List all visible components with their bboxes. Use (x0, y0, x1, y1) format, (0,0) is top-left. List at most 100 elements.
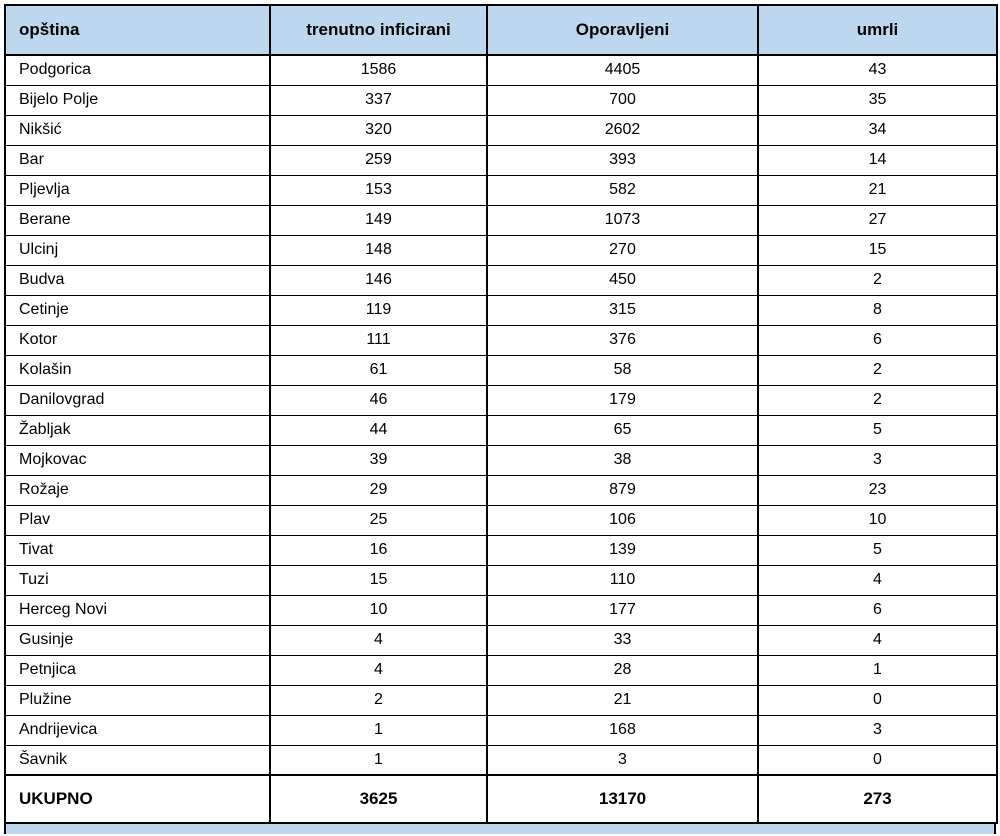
table-row: Bar 259 393 14 (4, 144, 998, 176)
table-body: Podgorica 1586 4405 43 Bijelo Polje 337 700 35 N… (4, 54, 998, 776)
value-cell: 21 (757, 174, 998, 206)
table-footer: UKUPNO 3625 13170 273 (4, 774, 998, 824)
value-cell: 33 (486, 624, 759, 656)
municipality-cell: Nikšić (4, 114, 271, 146)
value-cell: 4 (757, 564, 998, 596)
value-cell: 146 (269, 264, 488, 296)
value-cell: 270 (486, 234, 759, 266)
value-cell: 39 (269, 444, 488, 476)
value-cell: 61 (269, 354, 488, 386)
table-row: Pljevlja 153 582 21 (4, 174, 998, 206)
table-row: Kotor 111 376 6 (4, 324, 998, 356)
municipality-cell: Bijelo Polje (4, 84, 271, 116)
value-cell: 43 (757, 54, 998, 86)
municipality-cell: Cetinje (4, 294, 271, 326)
table-row: Herceg Novi 10 177 6 (4, 594, 998, 626)
municipality-cell: Berane (4, 204, 271, 236)
table-row: Gusinje 4 33 4 (4, 624, 998, 656)
value-cell: 3 (486, 744, 759, 776)
value-cell: 177 (486, 594, 759, 626)
value-cell: 2 (269, 684, 488, 716)
municipality-cell: Pljevlja (4, 174, 271, 206)
header-municipality: opština (4, 4, 271, 56)
municipality-cell: Herceg Novi (4, 594, 271, 626)
value-cell: 315 (486, 294, 759, 326)
value-cell: 10 (269, 594, 488, 626)
municipality-cell: Šavnik (4, 744, 271, 776)
value-cell: 1 (269, 714, 488, 746)
municipality-cell: Plužine (4, 684, 271, 716)
table-row: Kolašin 61 58 2 (4, 354, 998, 386)
value-cell: 700 (486, 84, 759, 116)
table-header: opština trenutno inficirani Oporavljeni … (4, 4, 998, 56)
value-cell: 6 (757, 594, 998, 626)
table-row: Petnjica 4 28 1 (4, 654, 998, 686)
value-cell: 2 (757, 264, 998, 296)
value-cell: 149 (269, 204, 488, 236)
value-cell: 320 (269, 114, 488, 146)
bottom-strip (4, 824, 996, 834)
value-cell: 2602 (486, 114, 759, 146)
municipality-cell: Gusinje (4, 624, 271, 656)
total-deceased: 273 (757, 774, 998, 824)
value-cell: 2 (757, 354, 998, 386)
municipality-cell: Andrijevica (4, 714, 271, 746)
municipality-cell: Kotor (4, 324, 271, 356)
value-cell: 4 (269, 654, 488, 686)
table-row: Šavnik 1 3 0 (4, 744, 998, 776)
value-cell: 29 (269, 474, 488, 506)
table-row: Tuzi 15 110 4 (4, 564, 998, 596)
value-cell: 8 (757, 294, 998, 326)
value-cell: 0 (757, 684, 998, 716)
value-cell: 44 (269, 414, 488, 446)
value-cell: 259 (269, 144, 488, 176)
table-row: Plužine 2 21 0 (4, 684, 998, 716)
municipality-cell: Ulcinj (4, 234, 271, 266)
value-cell: 179 (486, 384, 759, 416)
value-cell: 10 (757, 504, 998, 536)
header-currently-infected: trenutno inficirani (269, 4, 488, 56)
value-cell: 168 (486, 714, 759, 746)
value-cell: 111 (269, 324, 488, 356)
value-cell: 582 (486, 174, 759, 206)
table-row: Podgorica 1586 4405 43 (4, 54, 998, 86)
value-cell: 46 (269, 384, 488, 416)
value-cell: 0 (757, 744, 998, 776)
value-cell: 1 (757, 654, 998, 686)
value-cell: 110 (486, 564, 759, 596)
value-cell: 27 (757, 204, 998, 236)
value-cell: 139 (486, 534, 759, 566)
municipality-cell: Petnjica (4, 654, 271, 686)
table-row: Cetinje 119 315 8 (4, 294, 998, 326)
header-recovered: Oporavljeni (486, 4, 759, 56)
value-cell: 879 (486, 474, 759, 506)
header-row: opština trenutno inficirani Oporavljeni … (4, 4, 998, 56)
value-cell: 1586 (269, 54, 488, 86)
value-cell: 1 (269, 744, 488, 776)
table-row: Rožaje 29 879 23 (4, 474, 998, 506)
value-cell: 450 (486, 264, 759, 296)
municipality-cell: Plav (4, 504, 271, 536)
value-cell: 106 (486, 504, 759, 536)
municipality-cell: Budva (4, 264, 271, 296)
value-cell: 119 (269, 294, 488, 326)
total-row: UKUPNO 3625 13170 273 (4, 774, 998, 824)
municipality-cell: Rožaje (4, 474, 271, 506)
municipality-cell: Podgorica (4, 54, 271, 86)
value-cell: 25 (269, 504, 488, 536)
value-cell: 5 (757, 534, 998, 566)
table-row: Danilovgrad 46 179 2 (4, 384, 998, 416)
value-cell: 15 (757, 234, 998, 266)
total-label: UKUPNO (4, 774, 271, 824)
value-cell: 16 (269, 534, 488, 566)
value-cell: 28 (486, 654, 759, 686)
table-row: Andrijevica 1 168 3 (4, 714, 998, 746)
municipality-cell: Kolašin (4, 354, 271, 386)
municipality-cell: Tivat (4, 534, 271, 566)
table-row: Budva 146 450 2 (4, 264, 998, 296)
covid-municipality-table: opština trenutno inficirani Oporavljeni … (4, 4, 998, 824)
value-cell: 2 (757, 384, 998, 416)
value-cell: 3 (757, 444, 998, 476)
value-cell: 23 (757, 474, 998, 506)
value-cell: 148 (269, 234, 488, 266)
